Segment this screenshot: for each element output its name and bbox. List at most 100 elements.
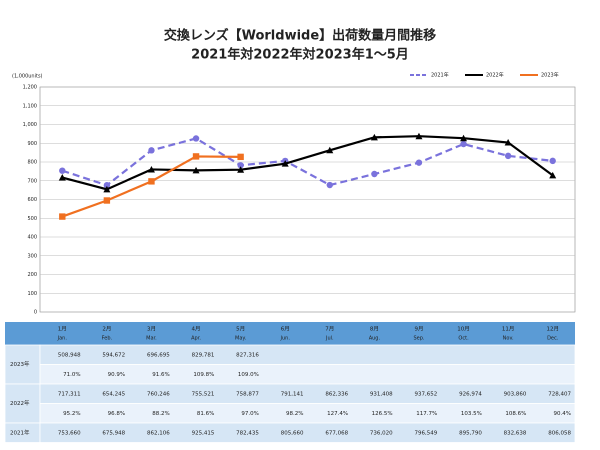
point [103, 185, 111, 193]
table-cell: 791,141 [281, 391, 304, 397]
table-cell: 931,408 [370, 391, 393, 397]
table-month-en: Sep. [413, 336, 424, 342]
point [415, 132, 423, 140]
table-cell: 827,316 [236, 352, 259, 358]
table-cell: 806,058 [548, 430, 571, 436]
y-tick-label: 1,200 [23, 85, 37, 91]
point [370, 133, 378, 141]
table-row-label: 2021年 [10, 428, 30, 436]
y-tick-label: 800 [27, 160, 37, 166]
y-tick-label: 500 [27, 216, 37, 222]
table-month-en: Apr. [191, 336, 201, 342]
point [326, 181, 333, 189]
chart-title: 交換レンズ【Worldwide】出荷数量月間推移 [164, 28, 436, 44]
point [147, 165, 155, 173]
y-tick-label: 200 [27, 272, 37, 278]
table-cell: 127.4% [327, 411, 348, 417]
table-cell: 126.5% [372, 411, 393, 417]
y-tick-label: 700 [27, 178, 37, 184]
point [460, 134, 468, 142]
series-line [61, 137, 553, 187]
table-month-en: Feb. [102, 336, 113, 342]
table-cell: 109.0% [238, 372, 259, 378]
point [103, 182, 111, 189]
point [58, 174, 66, 181]
table-cell: 677,068 [325, 430, 348, 436]
table-cell: 654,245 [102, 391, 125, 397]
table-cell: 728,407 [548, 391, 571, 397]
table-month-en: Jan. [57, 336, 68, 342]
y-tick-label: 0 [34, 310, 37, 316]
table-month: 10月 [457, 326, 470, 333]
point [59, 213, 66, 220]
table-month: 12月 [546, 326, 559, 333]
table-cell: 758,877 [236, 391, 259, 397]
table-month: 1月 [58, 326, 67, 333]
table-cell: 96.8% [108, 411, 125, 417]
table-cell: 675,948 [102, 430, 125, 436]
table-month-en: Nov. [503, 336, 514, 342]
table-month: 7月 [325, 326, 334, 333]
table-month: 4月 [192, 326, 201, 333]
table-row-label-cell [4, 344, 41, 385]
y-tick-label: 1,100 [23, 103, 37, 109]
table-cell: 937,652 [415, 391, 438, 397]
point [237, 166, 245, 173]
table-cell: 103.5% [461, 411, 482, 417]
table-month: 5月 [236, 326, 245, 333]
table-month-en: Oct. [458, 336, 469, 342]
table-row-label-cell [4, 383, 41, 424]
table-month: 8月 [370, 326, 379, 333]
table-cell: 71.0% [63, 372, 80, 378]
point [192, 135, 200, 142]
point [326, 146, 334, 154]
table-cell: 829,781 [192, 352, 215, 358]
table-cell: 796,549 [415, 430, 438, 436]
point [504, 139, 512, 146]
point [148, 147, 155, 154]
table-cell: 755,521 [192, 391, 215, 397]
table-cell: 108.6% [505, 411, 526, 417]
y-tick-label: 600 [27, 197, 37, 203]
point [237, 153, 244, 161]
legend-label: 2022年 [486, 72, 504, 79]
y-tick-label: 400 [27, 235, 37, 241]
point [237, 162, 244, 169]
table-row [39, 422, 576, 443]
point [549, 171, 557, 179]
table-cell: 109.8% [193, 372, 214, 378]
table-month-en: Mar. [146, 336, 157, 342]
point [192, 166, 200, 174]
table-cell: 696,695 [147, 352, 170, 358]
point [460, 140, 467, 148]
table-cell: 753,660 [58, 430, 81, 436]
point [415, 159, 423, 166]
table-month-en: Aug. [369, 336, 381, 342]
point [59, 167, 66, 174]
table-cell: 91.6% [152, 372, 169, 378]
table-cell: 925,415 [192, 430, 215, 436]
table-cell: 903,860 [504, 391, 527, 397]
table-cell: 88.2% [152, 411, 169, 417]
table-cell: 862,336 [325, 391, 348, 397]
table-cell: 760,246 [147, 391, 170, 397]
table-row-label: 2022年 [10, 399, 30, 407]
point [549, 157, 556, 165]
point [281, 160, 289, 167]
table-cell: 717,311 [58, 391, 81, 397]
table-month-en: May. [235, 336, 247, 342]
table-cell: 926,974 [459, 391, 482, 397]
table-month-en: Jun. [280, 336, 291, 342]
table-cell: 98.2% [286, 411, 303, 417]
table-cell: 95.2% [63, 411, 80, 417]
table-month: 11月 [502, 326, 515, 333]
y-tick-label: 1,000 [23, 122, 37, 128]
table-month: 9月 [414, 326, 423, 333]
table-cell: 805,660 [281, 430, 304, 436]
table-month: 2月 [102, 326, 111, 333]
series-line [62, 135, 554, 191]
table-cell: 90.9% [108, 372, 125, 378]
table-cell: 782,435 [236, 430, 259, 436]
y-tick-label: 900 [27, 141, 37, 147]
